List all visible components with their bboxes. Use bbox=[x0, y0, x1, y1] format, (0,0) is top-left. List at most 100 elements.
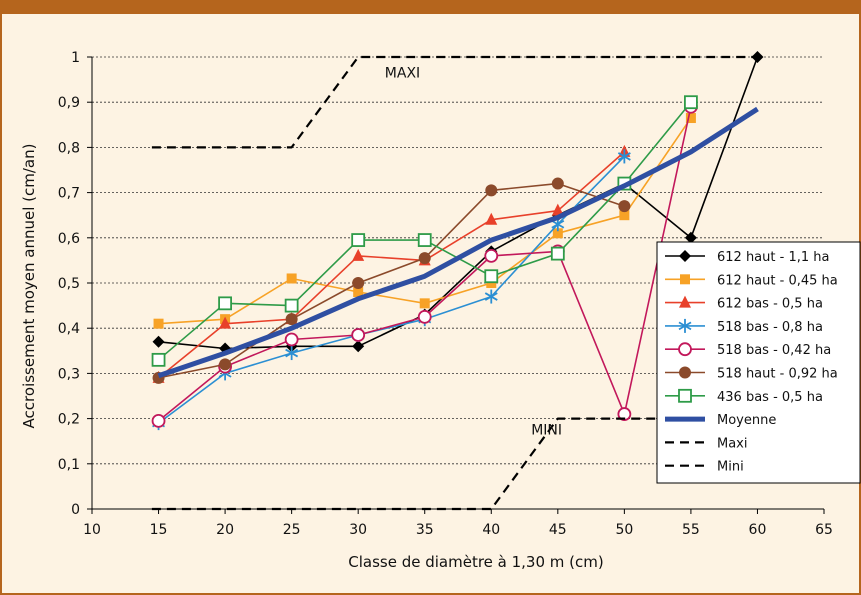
data-point-612-haut-0-45-ha bbox=[619, 210, 630, 221]
series-line-maxi bbox=[151, 55, 758, 149]
data-point-612-haut-0-45-ha bbox=[685, 113, 696, 124]
data-point-436-bas-0-5-ha bbox=[218, 296, 232, 311]
data-point-518-bas-0-8-ha bbox=[285, 346, 299, 361]
legend-label: 518 bas - 0,42 ha bbox=[717, 343, 831, 358]
legend-label: Mini bbox=[717, 460, 744, 475]
series-layer bbox=[151, 51, 764, 511]
legend-swatch-marker bbox=[679, 295, 691, 308]
legend-item-612-haut-1-1-ha: 612 haut - 1,1 ha bbox=[665, 250, 829, 265]
series-436-bas-0-5-ha bbox=[151, 95, 698, 367]
legend-swatch-marker bbox=[678, 388, 692, 403]
data-point-518-haut-0-92-ha bbox=[418, 252, 431, 265]
x-tick-label: 60 bbox=[749, 522, 767, 538]
y-axis-label: Accroissement moyen annuel (cm/an) bbox=[20, 144, 38, 429]
legend-item-518-haut-0-92-ha: 518 haut - 0,92 ha bbox=[665, 366, 838, 382]
data-point-518-bas-0-8-ha bbox=[484, 289, 498, 304]
data-point-612-haut-0-45-ha bbox=[286, 273, 297, 284]
y-tick-label: 0,4 bbox=[58, 321, 80, 337]
legend-swatch-marker bbox=[679, 366, 691, 379]
series-line-612-haut-0-45-ha bbox=[158, 117, 692, 325]
x-tick-label: 50 bbox=[615, 522, 633, 538]
legend-item-436-bas-0-5-ha: 436 bas - 0,5 ha bbox=[665, 388, 823, 405]
legend-item-maxi: Maxi bbox=[665, 436, 748, 451]
series-line-518-bas-0-8-ha bbox=[158, 155, 625, 424]
data-point-436-bas-0-5-ha bbox=[151, 352, 166, 367]
legend-label: 436 bas - 0,5 ha bbox=[717, 390, 823, 405]
star-stroke bbox=[678, 321, 692, 331]
star-stroke bbox=[285, 348, 299, 358]
legend-label: Maxi bbox=[717, 436, 748, 451]
data-point-612-haut-0-45-ha bbox=[353, 287, 364, 298]
data-point-612-bas-0-5-ha bbox=[352, 248, 365, 261]
legend-item-518-bas-0-8-ha: 518 bas - 0,8 ha bbox=[665, 318, 823, 335]
legend-item-612-bas-0-5-ha: 612 bas - 0,5 ha bbox=[665, 295, 823, 312]
series-line-mini bbox=[151, 417, 758, 511]
data-point-518-haut-0-92-ha bbox=[618, 200, 631, 213]
data-point-436-bas-0-5-ha bbox=[284, 298, 299, 313]
legend-swatch-marker bbox=[678, 342, 692, 357]
x-tick-label: 65 bbox=[815, 522, 833, 538]
data-point-518-bas-0-42-ha bbox=[617, 407, 632, 421]
y-tick-label: 0,6 bbox=[58, 231, 80, 247]
series-moyenne bbox=[157, 106, 759, 379]
x-axis-label: Classe de diamètre à 1,30 m (cm) bbox=[348, 553, 603, 571]
x-tick-label: 10 bbox=[83, 522, 101, 538]
x-tick-label: 35 bbox=[416, 522, 434, 538]
series-612-haut-0-45-ha bbox=[153, 113, 696, 329]
series-maxi bbox=[151, 55, 758, 149]
y-tick-label: 0 bbox=[71, 502, 80, 518]
data-point-518-haut-0-92-ha bbox=[485, 184, 498, 197]
x-tick-label: 55 bbox=[682, 522, 700, 538]
legend: 612 haut - 1,1 ha 612 haut - 0,45 ha 612 b… bbox=[656, 241, 861, 484]
data-point-612-haut-1-1-ha bbox=[352, 340, 365, 353]
legend-label: 612 bas - 0,5 ha bbox=[717, 297, 823, 312]
legend-swatch-marker bbox=[679, 250, 691, 262]
series-line-518-haut-0-92-ha bbox=[158, 182, 625, 379]
data-point-436-bas-0-5-ha bbox=[550, 246, 565, 261]
data-point-436-bas-0-5-ha bbox=[351, 233, 366, 247]
y-tick-label: 0,3 bbox=[58, 366, 80, 382]
annotations: MAXI MINI bbox=[385, 65, 562, 438]
y-tick-label: 0,7 bbox=[58, 186, 80, 202]
star-stroke bbox=[551, 219, 565, 229]
data-point-518-haut-0-92-ha bbox=[219, 358, 232, 371]
data-point-518-bas-0-42-ha bbox=[484, 248, 499, 263]
legend-label: 612 haut - 1,1 ha bbox=[717, 250, 829, 265]
data-point-518-bas-0-42-ha bbox=[284, 332, 299, 347]
y-tick-label: 0,5 bbox=[58, 276, 80, 292]
legend-label: 612 haut - 0,45 ha bbox=[717, 273, 838, 288]
data-point-612-haut-0-45-ha bbox=[153, 318, 164, 329]
star-stroke bbox=[617, 152, 631, 161]
legend-label: Moyenne bbox=[717, 413, 776, 428]
legend-swatch-marker bbox=[680, 274, 690, 285]
legend-label: 518 haut - 0,92 ha bbox=[717, 367, 838, 382]
data-point-436-bas-0-5-ha bbox=[484, 269, 499, 284]
x-tick-label: 30 bbox=[349, 522, 367, 538]
x-tick-label: 45 bbox=[549, 522, 567, 538]
data-point-612-bas-0-5-ha bbox=[551, 203, 564, 216]
data-point-612-haut-0-45-ha bbox=[552, 228, 563, 239]
legend-item-mini: Mini bbox=[665, 460, 744, 475]
data-point-518-haut-0-92-ha bbox=[285, 313, 298, 326]
data-point-518-bas-0-42-ha bbox=[417, 309, 432, 324]
annotation-mini: MINI bbox=[531, 422, 562, 438]
star-stroke bbox=[484, 292, 498, 301]
x-tick-label: 15 bbox=[150, 522, 168, 538]
legend-swatch-marker bbox=[678, 318, 692, 333]
series-line-612-bas-0-5-ha bbox=[157, 151, 625, 379]
data-point-612-haut-1-1-ha bbox=[152, 335, 165, 348]
x-tick-label: 20 bbox=[216, 522, 234, 538]
legend-item-moyenne: Moyenne bbox=[665, 413, 776, 428]
top-banner-strip bbox=[0, 0, 861, 14]
data-point-612-bas-0-5-ha bbox=[219, 316, 232, 329]
series-mini bbox=[151, 417, 758, 511]
data-point-518-haut-0-92-ha bbox=[551, 177, 564, 190]
data-point-436-bas-0-5-ha bbox=[684, 95, 698, 110]
series-line-moyenne bbox=[157, 106, 759, 379]
x-tick-label: 40 bbox=[482, 522, 500, 538]
x-tick-label: 25 bbox=[283, 522, 301, 538]
legend-box bbox=[656, 241, 861, 484]
series-518-haut-0-92-ha bbox=[152, 177, 631, 384]
series-line-612-haut-1-1-ha bbox=[158, 56, 759, 350]
